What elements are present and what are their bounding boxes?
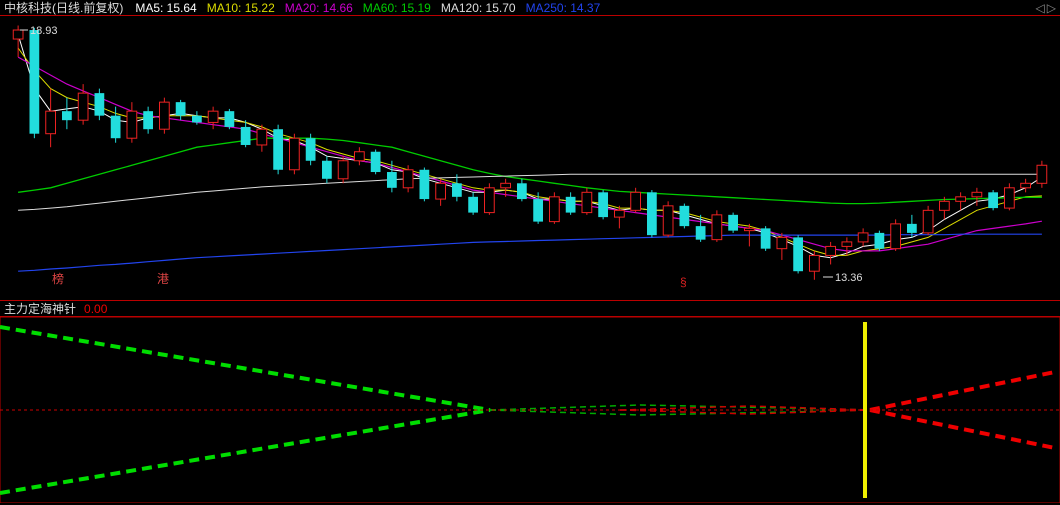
candlestick-chart[interactable]: 18.93 13.36 榜 港 §: [0, 16, 1060, 301]
nav-arrows[interactable]: ◁ ▷: [1036, 1, 1056, 15]
ma-label: MA120: 15.70: [441, 1, 516, 15]
chevron-right-icon[interactable]: ▷: [1047, 1, 1056, 15]
ma-label: MA20: 14.66: [285, 1, 353, 15]
indicator-chart[interactable]: [0, 317, 1060, 503]
indicator-name: 主力定海神针: [4, 300, 76, 317]
svg-text:榜: 榜: [52, 271, 64, 286]
header-bar: 中核科技(日线.前复权) MA5: 15.64 MA10: 15.22 MA20: …: [0, 0, 1060, 16]
indicator-bar: 主力定海神针 0.00: [0, 301, 1060, 317]
svg-text:18.93: 18.93: [30, 25, 58, 37]
svg-text:13.36: 13.36: [835, 272, 863, 284]
ma-legend: MA5: 15.64 MA10: 15.22 MA20: 14.66 MA60: 15…: [135, 1, 610, 15]
ma-label: MA5: 15.64: [135, 1, 196, 15]
ma-label: MA250: 14.37: [526, 1, 601, 15]
svg-text:港: 港: [157, 272, 169, 286]
ma-label: MA10: 15.22: [207, 1, 275, 15]
svg-text:§: §: [680, 275, 687, 289]
chevron-left-icon[interactable]: ◁: [1036, 1, 1045, 15]
ma-label: MA60: 15.19: [363, 1, 431, 15]
stock-title: 中核科技(日线.前复权): [4, 0, 123, 16]
indicator-value: 0.00: [84, 302, 107, 316]
